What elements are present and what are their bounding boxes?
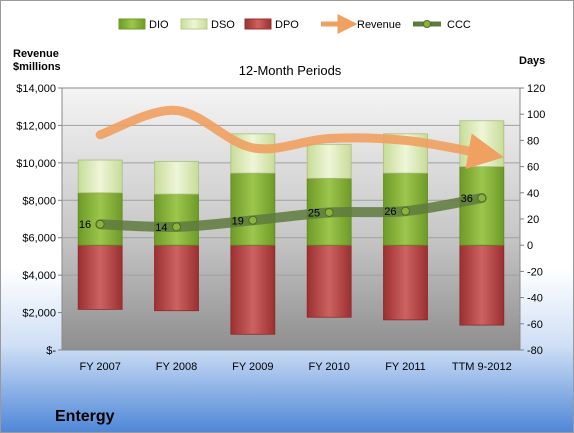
- bar-dso: [306, 143, 352, 179]
- left-axis: $- $2,000 $4,000 $6,000 $8,000 $10,000 $12,000…: [16, 83, 62, 357]
- right-tick-label: -40: [527, 293, 543, 305]
- ccc-series: 16 14 19 25 26 36: [79, 193, 487, 234]
- right-tick-label: 0: [527, 240, 533, 252]
- ccc-data-label: 14: [155, 222, 167, 234]
- x-tick-label: FY 2008: [156, 361, 197, 373]
- right-tick-label: 40: [527, 188, 539, 200]
- ccc-point: [172, 222, 181, 232]
- ccc-point: [248, 215, 258, 225]
- ccc-point: [95, 219, 105, 229]
- bars: [77, 120, 505, 335]
- ccc-data-label: 25: [308, 207, 320, 219]
- left-tick-label: $6,000: [22, 233, 56, 245]
- ccc-data-label: 19: [232, 215, 244, 227]
- right-tick-label: 60: [527, 162, 539, 174]
- legend-dpo-label: DPO: [275, 19, 299, 31]
- left-tick-label: $4,000: [22, 270, 56, 282]
- bar-dso: [459, 120, 505, 167]
- bar-dso: [154, 160, 199, 195]
- bar-dio: [77, 192, 123, 246]
- bar-dpo: [154, 244, 199, 312]
- left-tick-label: $12,000: [16, 120, 56, 132]
- legend-dso-label: DSO: [211, 19, 235, 31]
- bar-dso: [77, 159, 123, 194]
- ccc-line: [95, 193, 487, 232]
- ccc-data-label: 26: [384, 206, 396, 218]
- right-tick-label: -20: [527, 266, 543, 278]
- x-axis: FY 2007 FY 2008 FY 2009 FY 2010 FY 2011 TTM 9…: [79, 361, 511, 373]
- bar-dpo: [459, 244, 505, 326]
- legend-dpo-swatch: [244, 18, 272, 30]
- legend-dso-swatch: [180, 18, 208, 30]
- left-tick-label: $2,000: [22, 308, 56, 320]
- x-tick-label: FY 2009: [232, 361, 273, 373]
- chart-title: 12-Month Periods: [239, 63, 342, 78]
- bar-dio: [154, 193, 199, 246]
- right-tick-label: 100: [527, 109, 545, 121]
- x-tick-label: FY 2010: [308, 361, 349, 373]
- company-name: Entergy: [55, 408, 115, 425]
- right-tick-label: 120: [527, 83, 545, 95]
- left-tick-label: $14,000: [16, 83, 56, 95]
- ccc-point: [401, 206, 410, 216]
- left-axis-title-line2: $millions: [13, 61, 61, 73]
- bar-dio: [230, 172, 276, 246]
- legend-ccc-label: CCC: [447, 19, 471, 31]
- bar-dpo: [306, 244, 352, 318]
- legend-ccc-marker: [423, 20, 431, 28]
- revenue-line: [95, 105, 505, 169]
- left-tick-label: $10,000: [16, 158, 56, 170]
- right-tick-label: -60: [527, 319, 543, 331]
- left-tick-label: $8,000: [22, 195, 56, 207]
- right-axis-title: Days: [519, 55, 545, 67]
- legend: DIO DSO DPO Revenue CCC: [118, 14, 471, 34]
- right-tick-label: 80: [527, 135, 539, 147]
- bar-dpo: [77, 244, 123, 310]
- left-axis-title-line1: Revenue: [13, 48, 59, 60]
- revenue-series: [95, 105, 505, 169]
- ccc-data-label: 36: [461, 193, 473, 205]
- legend-dio-label: DIO: [149, 19, 169, 31]
- x-tick-label: FY 2011: [385, 361, 426, 373]
- right-tick-label: 20: [527, 214, 539, 226]
- ccc-point: [477, 193, 487, 203]
- left-tick-label: $-: [46, 345, 56, 357]
- x-tick-label: TTM 9-2012: [452, 361, 512, 373]
- x-tick-label: FY 2007: [79, 361, 120, 373]
- legend-revenue-label: Revenue: [357, 19, 401, 31]
- bar-dpo: [230, 244, 276, 335]
- right-tick-label: -80: [527, 345, 543, 357]
- bar-dpo: [383, 244, 428, 321]
- legend-dio-swatch: [118, 18, 146, 30]
- right-axis: -80 -60 -40 -20 0 20 40 60 80 100 120: [520, 83, 545, 357]
- ccc-data-label: 16: [79, 219, 91, 231]
- ccc-point: [324, 207, 334, 217]
